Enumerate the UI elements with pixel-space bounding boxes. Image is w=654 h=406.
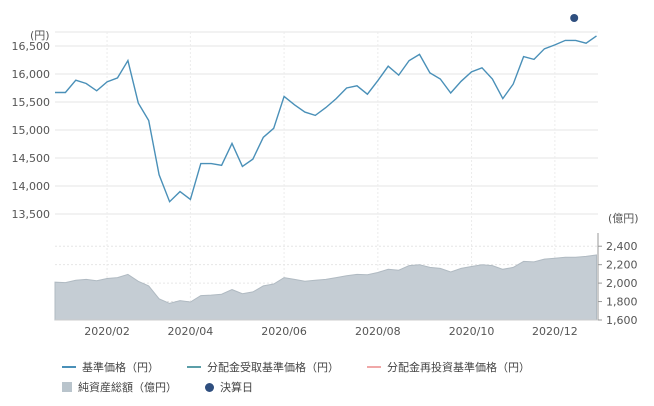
x-tick-5: 2020/12	[532, 325, 578, 338]
area-series-net-assets	[54, 254, 597, 321]
legend-item-settlement[interactable]: 決算日	[205, 379, 253, 395]
y-left-tick-16500: 16,500	[12, 40, 51, 53]
legend-row-2: 純資産総額（億円） 決算日	[62, 377, 622, 397]
net-assets-area	[54, 254, 597, 321]
legend-label-dividend-received: 分配金受取基準価格（円）	[207, 361, 339, 374]
legend-item-net-assets[interactable]: 純資産総額（億円）	[62, 379, 177, 395]
legend-item-dividend-reinvested[interactable]: 分配金再投資基準価格（円）	[367, 359, 530, 375]
y-right-tick-1800: 1,800	[606, 296, 638, 309]
legend-swatch-dividend-received	[187, 366, 201, 368]
right-axis-unit: (億円)	[608, 212, 639, 225]
legend-swatch-nav	[62, 366, 76, 368]
x-tick-0: 2020/02	[84, 325, 130, 338]
x-tick-2: 2020/06	[261, 325, 307, 338]
legend-swatch-settlement	[205, 382, 214, 392]
settlement-marker-0	[570, 14, 579, 22]
legend-label-dividend-reinvested: 分配金再投資基準価格（円）	[387, 361, 530, 374]
legend-item-nav[interactable]: 基準価格（円）	[62, 359, 159, 375]
y-left-tick-14000: 14,000	[12, 180, 51, 193]
y-left-tick-15500: 15,500	[12, 96, 51, 109]
chart-svg: 13,500 14,000 14,500 15,000 15,500 16,000 16,5…	[12, 14, 639, 338]
y-left-tick-15000: 15,000	[12, 124, 51, 137]
line-series-nav	[55, 35, 597, 203]
legend-label-nav: 基準価格（円）	[82, 361, 159, 374]
axes: 13,500 14,000 14,500 15,000 15,500 16,000 16,5…	[12, 40, 638, 338]
x-tick-4: 2020/10	[449, 325, 495, 338]
y-left-tick-14500: 14,500	[12, 152, 51, 165]
y-right-tick-2000: 2,000	[606, 277, 638, 290]
legend-swatch-dividend-reinvested	[367, 366, 381, 368]
legend-item-dividend-received[interactable]: 分配金受取基準価格（円）	[187, 359, 339, 375]
legend-label-net-assets: 純資産総額（億円）	[78, 381, 177, 394]
y-left-tick-16000: 16,000	[12, 68, 51, 81]
y-right-tick-2200: 2,200	[606, 259, 638, 272]
legend-row-1: 基準価格（円） 分配金受取基準価格（円） 分配金再投資基準価格（円）	[62, 357, 622, 377]
nav-line	[55, 35, 597, 203]
legend-label-settlement: 決算日	[220, 381, 253, 394]
left-axis-unit: (円)	[30, 29, 50, 42]
x-tick-1: 2020/04	[168, 325, 214, 338]
y-right-tick-2400: 2,400	[606, 240, 638, 253]
y-right-tick-1600: 1,600	[606, 314, 638, 327]
x-tick-3: 2020/08	[355, 325, 401, 338]
legend-swatch-net-assets	[62, 382, 72, 392]
settlement-markers	[570, 14, 579, 22]
legend: 基準価格（円） 分配金受取基準価格（円） 分配金再投資基準価格（円） 純資産総額…	[62, 357, 622, 397]
y-left-tick-13500: 13,500	[12, 208, 51, 221]
